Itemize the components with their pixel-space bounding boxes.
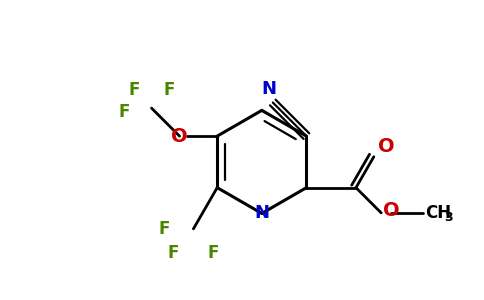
Text: N: N (254, 204, 269, 222)
Text: F: F (128, 81, 139, 99)
Text: F: F (164, 81, 175, 99)
Text: F: F (158, 220, 169, 238)
Text: N: N (261, 80, 276, 98)
Text: O: O (383, 201, 400, 220)
Text: F: F (168, 244, 179, 262)
Text: CH: CH (425, 204, 451, 222)
Text: O: O (378, 137, 394, 156)
Text: F: F (208, 244, 219, 262)
Text: 3: 3 (445, 211, 453, 224)
Text: O: O (171, 127, 188, 146)
Text: F: F (118, 103, 130, 121)
